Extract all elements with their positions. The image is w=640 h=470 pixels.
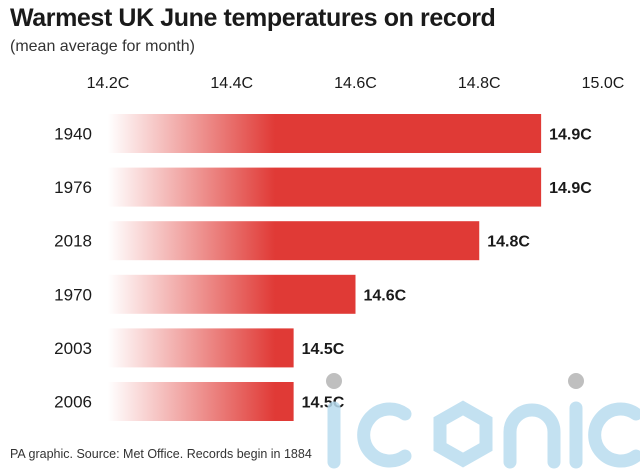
x-axis-ticks: 14.2C 14.4C 14.6C 14.8C 15.0C <box>87 75 625 92</box>
category-label: 1940 <box>54 125 92 144</box>
chart-subtitle: (mean average for month) <box>10 38 195 55</box>
x-tick-label: 15.0C <box>582 75 625 92</box>
bar-row: 1940 14.9C <box>54 114 592 153</box>
source-note: PA graphic. Source: Met Office. Records … <box>10 447 312 461</box>
value-label: 14.9C <box>549 127 592 144</box>
bar-row: 1976 14.9C <box>54 167 592 207</box>
bar-row: 1970 14.6C <box>54 274 407 314</box>
category-label: 2003 <box>54 339 92 358</box>
bar <box>108 382 294 421</box>
bar <box>108 328 294 368</box>
bar <box>108 114 542 153</box>
x-tick-label: 14.4C <box>210 75 253 92</box>
value-label: 14.5C <box>302 341 345 358</box>
bar <box>108 274 356 314</box>
x-tick-label: 14.8C <box>458 75 501 92</box>
value-label: 14.9C <box>549 180 592 197</box>
value-label: 14.8C <box>487 234 530 251</box>
bar-row: 2018 14.8C <box>54 221 530 261</box>
bar-row: 2003 14.5C <box>54 328 345 368</box>
bar <box>108 221 480 261</box>
category-label: 2018 <box>54 232 92 251</box>
bar <box>108 167 542 207</box>
chart-title: Warmest UK June temperatures on record <box>10 4 496 32</box>
category-label: 1976 <box>54 178 92 197</box>
x-tick-label: 14.6C <box>334 75 377 92</box>
value-label: 14.5C <box>302 395 345 412</box>
bars: 1940 14.9C 1976 14.9C 2018 14.8C 1970 14.6C 2003… <box>54 114 592 421</box>
category-label: 1970 <box>54 285 92 304</box>
category-label: 2006 <box>54 393 92 412</box>
bar-row: 2006 14.5C <box>54 382 345 421</box>
value-label: 14.6C <box>364 287 407 304</box>
x-tick-label: 14.2C <box>87 75 130 92</box>
